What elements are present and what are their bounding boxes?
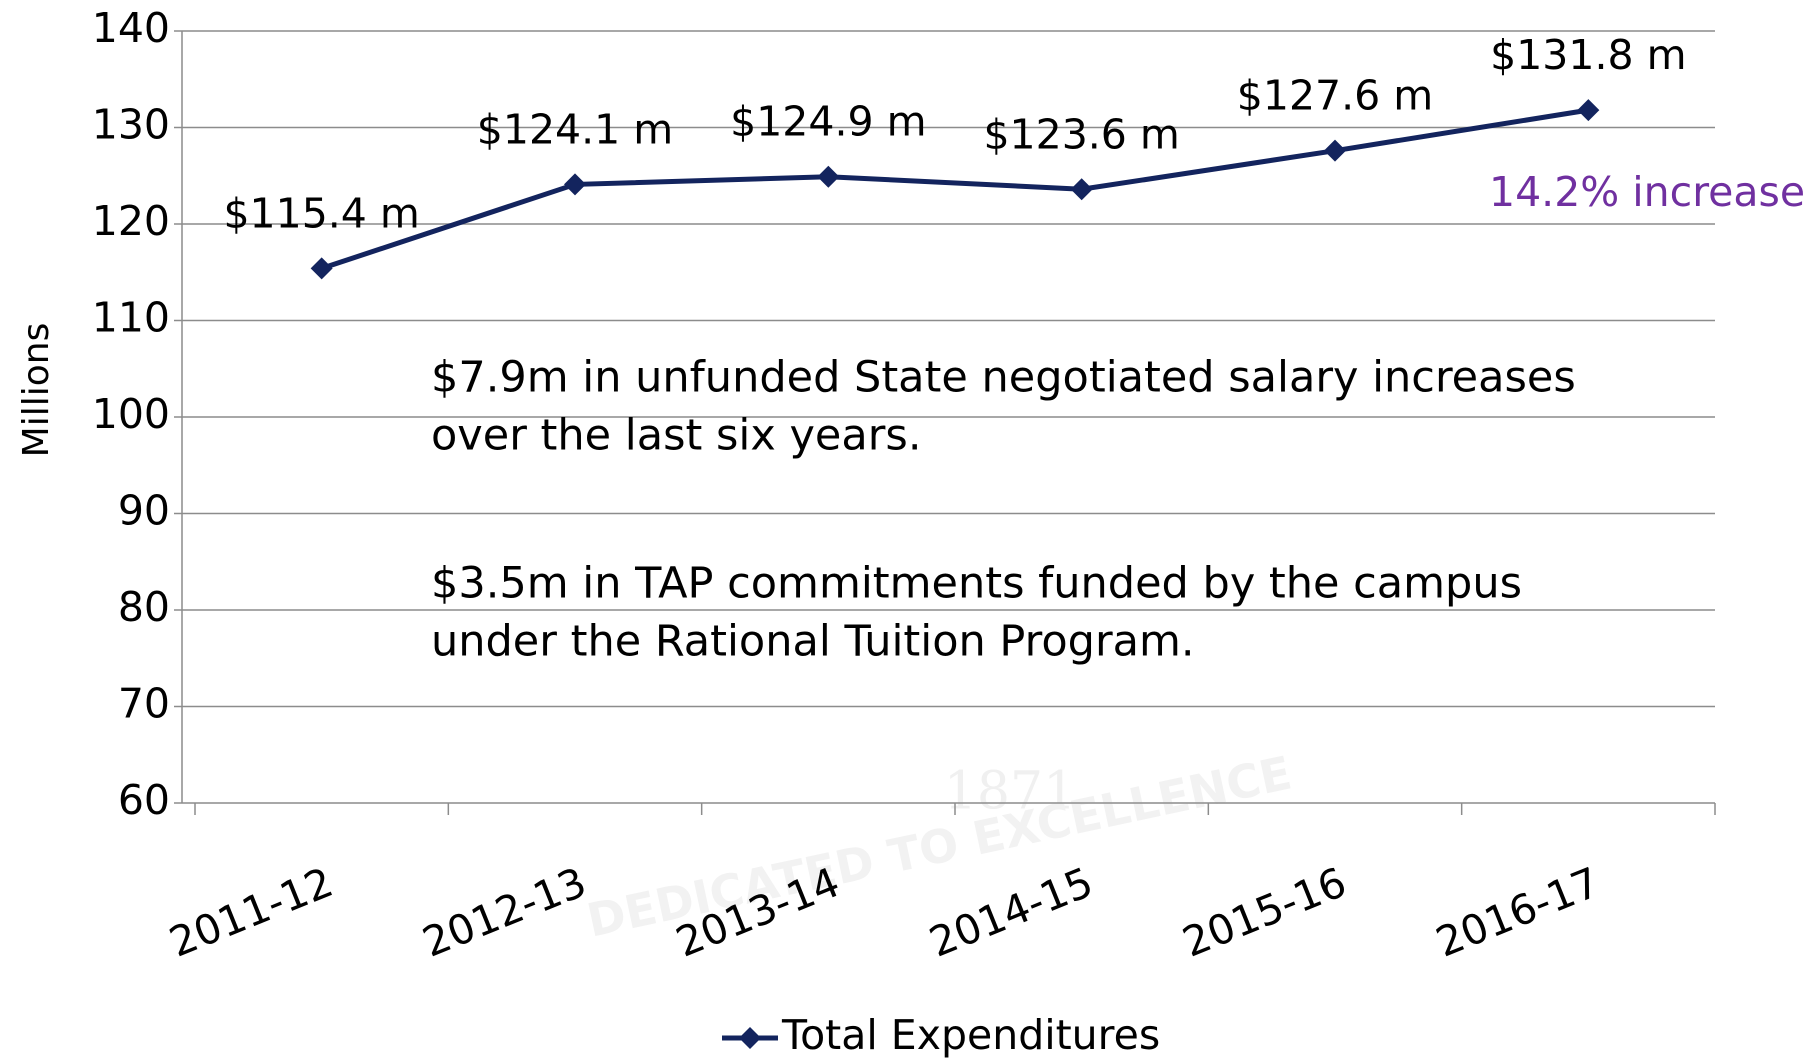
x-tick-label: 2014-15 bbox=[923, 858, 1100, 967]
marker bbox=[817, 166, 839, 188]
y-tick-label: 90 bbox=[118, 487, 170, 535]
x-tick-label: 2012-13 bbox=[416, 858, 593, 967]
note: over the last six years. bbox=[431, 411, 922, 461]
note: under the Rational Tuition Program. bbox=[431, 617, 1195, 667]
y-tick-label: 60 bbox=[118, 776, 170, 824]
y-tick-label: 80 bbox=[118, 583, 170, 631]
highlight-label: 14.2% increase bbox=[1489, 168, 1805, 216]
data-label: $124.1 m bbox=[477, 105, 673, 153]
note: $3.5m in TAP commitments funded by the c… bbox=[431, 559, 1522, 609]
chart: 1871 DEDICATED TO EXCELLENCE Millions 60… bbox=[0, 0, 1813, 1059]
legend-label: Total Expenditures bbox=[781, 1011, 1160, 1059]
y-tick-label: 100 bbox=[92, 390, 170, 438]
y-tick-label: 120 bbox=[92, 197, 170, 245]
data-label: $131.8 m bbox=[1490, 31, 1686, 79]
x-tick-label: 2015-16 bbox=[1176, 858, 1353, 967]
data-label: $124.9 m bbox=[730, 98, 926, 146]
legend-marker bbox=[739, 1027, 761, 1049]
marker bbox=[564, 173, 586, 195]
marker bbox=[1071, 178, 1093, 200]
x-tick-label: 2016-17 bbox=[1429, 858, 1606, 967]
x-tick-label: 2011-12 bbox=[163, 858, 340, 967]
marker bbox=[1324, 140, 1346, 162]
y-tick-label: 140 bbox=[92, 4, 170, 52]
y-tick-label: 110 bbox=[92, 294, 170, 342]
marker bbox=[1577, 99, 1599, 121]
data-label: $127.6 m bbox=[1237, 72, 1433, 120]
y-tick-label: 130 bbox=[92, 101, 170, 149]
note: $7.9m in unfunded State negotiated salar… bbox=[431, 353, 1576, 403]
data-label: $115.4 m bbox=[223, 189, 419, 237]
y-axis-label: Millions bbox=[16, 323, 57, 458]
y-tick-label: 70 bbox=[118, 680, 170, 728]
data-label: $123.6 m bbox=[983, 110, 1179, 158]
marker bbox=[311, 257, 333, 279]
